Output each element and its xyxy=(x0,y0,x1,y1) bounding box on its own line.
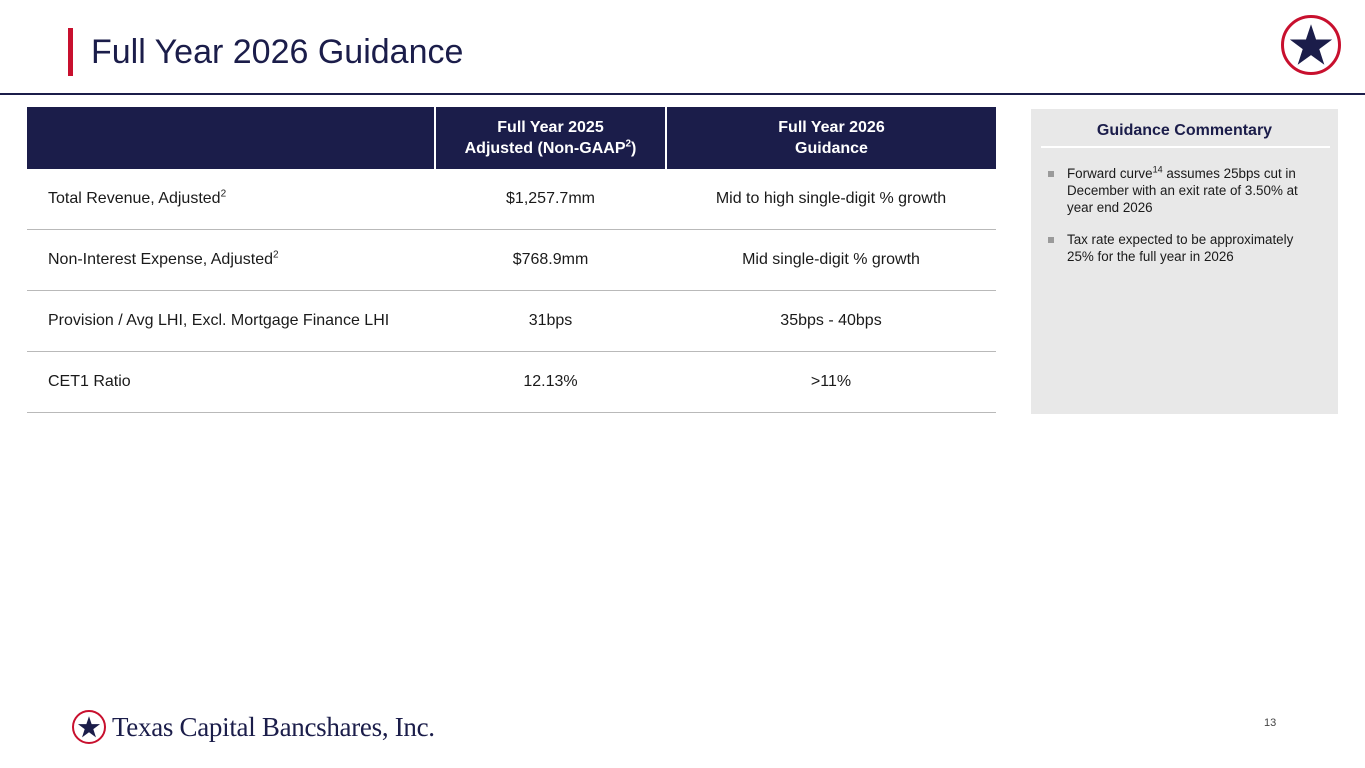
page-number: 13 xyxy=(1264,717,1277,729)
logo-mark xyxy=(72,710,106,744)
table-row: Total Revenue, Adjusted2 $1,257.7mm Mid … xyxy=(27,169,996,230)
guidance-table: Full Year 2025 Adjusted (Non-GAAP2) Full… xyxy=(27,107,996,413)
star-icon xyxy=(77,716,101,738)
metric-cell: Total Revenue, Adjusted2 xyxy=(27,169,435,230)
commentary-title: Guidance Commentary xyxy=(1096,122,1273,139)
fy2026-cell: 35bps - 40bps xyxy=(666,290,996,352)
page-title: Full Year 2026 Guidance xyxy=(91,33,464,71)
commentary-list: Forward curve14 assumes 25bps cut in Dec… xyxy=(1031,148,1338,265)
fy2025-cell: $1,257.7mm xyxy=(435,169,666,230)
title-accent-bar xyxy=(68,28,73,76)
header-fy2026: Full Year 2026 Guidance xyxy=(665,107,996,169)
star-icon xyxy=(1289,24,1333,65)
star-badge-logo xyxy=(1281,15,1341,75)
header-fy2025: Full Year 2025 Adjusted (Non-GAAP2) xyxy=(434,107,666,169)
list-item: Forward curve14 assumes 25bps cut in Dec… xyxy=(1048,165,1320,216)
table-row: Provision / Avg LHI, Excl. Mortgage Fina… xyxy=(27,290,996,352)
table-header-row: Full Year 2025 Adjusted (Non-GAAP2) Full… xyxy=(27,107,996,169)
fy2026-cell: >11% xyxy=(666,351,996,413)
table-row: CET1 Ratio 12.13% >11% xyxy=(27,351,996,413)
metric-cell: CET1 Ratio xyxy=(27,351,435,413)
fy2026-cell: Mid to high single-digit % growth xyxy=(666,169,996,230)
metric-cell: Non-Interest Expense, Adjusted2 xyxy=(27,229,435,291)
fy2026-cell: Mid single-digit % growth xyxy=(666,229,996,291)
company-name: Texas Capital Bancshares, Inc. xyxy=(112,711,435,742)
commentary-divider xyxy=(1041,146,1330,148)
table-row: Non-Interest Expense, Adjusted2 $768.9mm… xyxy=(27,229,996,291)
fy2025-cell: $768.9mm xyxy=(435,229,666,291)
fy2025-cell: 12.13% xyxy=(435,351,666,413)
company-logo: Texas Capital Bancshares, Inc. xyxy=(72,709,435,745)
fy2025-cell: 31bps xyxy=(435,290,666,352)
list-item: Tax rate expected to be approximately 25… xyxy=(1048,231,1320,265)
metric-cell: Provision / Avg LHI, Excl. Mortgage Fina… xyxy=(27,290,435,352)
header-metric xyxy=(27,107,435,169)
header-divider xyxy=(0,93,1365,95)
guidance-commentary-panel: Guidance Commentary Forward curve14 assu… xyxy=(1031,109,1338,414)
